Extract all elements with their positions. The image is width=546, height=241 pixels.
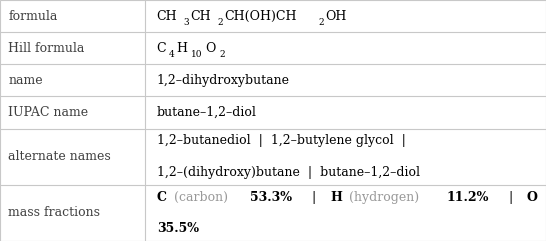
Text: |: | <box>304 191 324 204</box>
Text: 35.5%: 35.5% <box>157 222 199 235</box>
Text: (oxygen): (oxygen) <box>541 191 546 204</box>
Text: butane–1,2–diol: butane–1,2–diol <box>157 106 257 119</box>
Text: 2: 2 <box>217 18 223 27</box>
Text: CH: CH <box>191 10 211 23</box>
Text: OH: OH <box>325 10 347 23</box>
Text: mass fractions: mass fractions <box>8 206 100 219</box>
Text: 53.3%: 53.3% <box>250 191 292 204</box>
Text: O: O <box>527 191 538 204</box>
Text: 4: 4 <box>169 50 175 60</box>
Text: 1,2–butanediol  |  1,2–butylene glycol  |: 1,2–butanediol | 1,2–butylene glycol | <box>157 134 406 147</box>
Text: 3: 3 <box>183 18 189 27</box>
Text: H: H <box>176 42 187 55</box>
Text: IUPAC name: IUPAC name <box>8 106 88 119</box>
Text: CH(OH)CH: CH(OH)CH <box>224 10 297 23</box>
Text: 2: 2 <box>219 50 224 60</box>
Text: formula: formula <box>8 10 57 23</box>
Text: H: H <box>330 191 342 204</box>
Text: O: O <box>206 42 216 55</box>
Text: alternate names: alternate names <box>8 150 111 163</box>
Text: |: | <box>501 191 521 204</box>
Text: C: C <box>157 42 167 55</box>
Text: CH: CH <box>157 10 177 23</box>
Text: 1,2–dihydroxybutane: 1,2–dihydroxybutane <box>157 74 290 87</box>
Text: name: name <box>8 74 43 87</box>
Text: 2: 2 <box>318 18 324 27</box>
Text: (carbon): (carbon) <box>170 191 232 204</box>
Text: (hydrogen): (hydrogen) <box>345 191 423 204</box>
Text: 1,2–(dihydroxy)butane  |  butane–1,2–diol: 1,2–(dihydroxy)butane | butane–1,2–diol <box>157 166 420 179</box>
Text: C: C <box>157 191 167 204</box>
Text: 10: 10 <box>191 50 202 60</box>
Text: 11.2%: 11.2% <box>446 191 489 204</box>
Text: Hill formula: Hill formula <box>8 42 85 55</box>
